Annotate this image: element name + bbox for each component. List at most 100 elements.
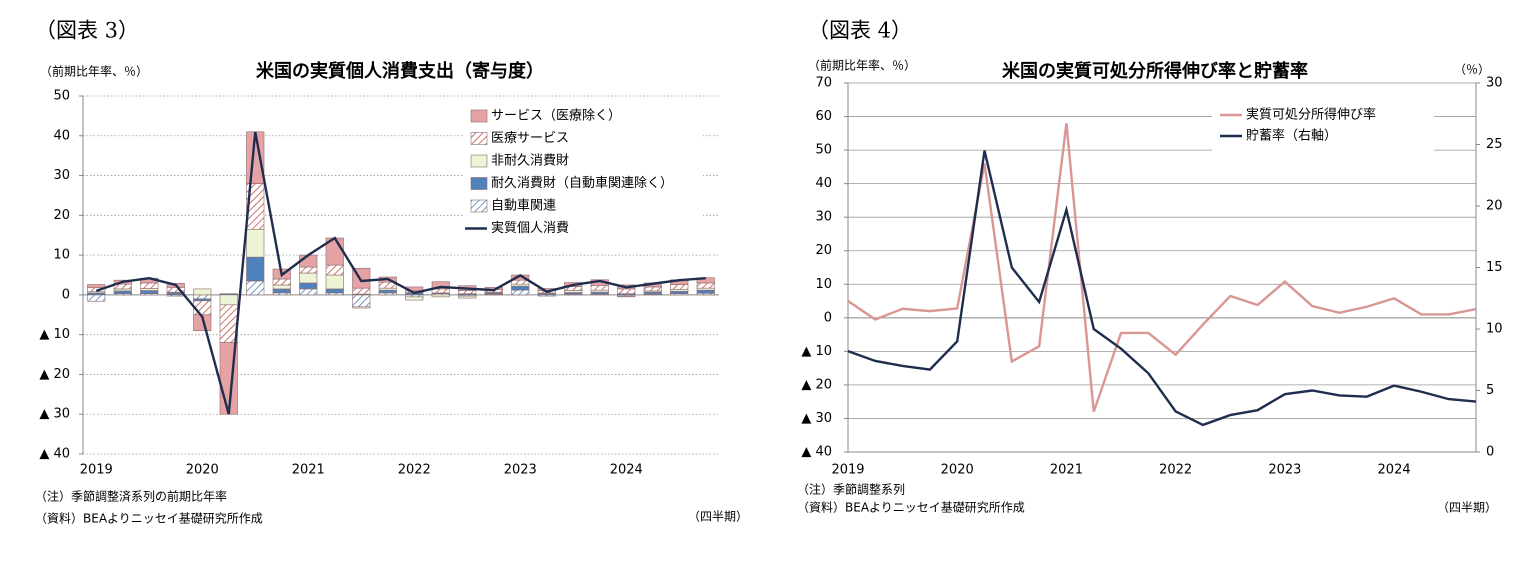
bar-segment [272,278,291,286]
y-tick-label: 20 [53,208,70,223]
bar-segment [87,284,106,289]
bar-segment [617,288,636,294]
bar-segment [431,281,450,290]
y-axis-label: （前期比年率、％） [40,64,148,79]
y-tick-label: 0 [824,310,832,325]
y-tick-label: 50 [53,89,70,104]
bar-segment [670,291,689,294]
bar-segment [696,282,715,289]
bar-segment [246,256,265,282]
y-tick-label: ▲ 20 [801,377,832,392]
bar-segment [299,272,318,284]
y-tick-label: ▲ 40 [801,445,832,460]
bar-segment [272,284,291,290]
y-tick-label: ▲ 10 [39,327,70,342]
bar-segment [696,289,715,294]
x-tick-label: 2024 [610,463,643,478]
y-tick-label: 50 [815,143,832,158]
legend-label: 貯蓄率（右軸） [1246,128,1337,144]
y-axis-label: （前期比年率、％） [808,58,916,73]
y2-tick-label: 20 [1486,199,1503,214]
chart-title: 米国の実質可処分所得伸び率と貯蓄率 [1002,60,1308,82]
note: （資料）BEAよりニッセイ基礎研究所作成 [35,511,263,526]
bar-segment [299,282,318,290]
bar-segment [272,288,291,294]
y2-tick-label: 5 [1486,383,1494,398]
y2-tick-label: 25 [1486,137,1503,152]
bar-segment [458,295,477,299]
y2-tick-label: 30 [1486,76,1503,91]
y-tick-label: 60 [815,109,832,124]
bar-segment [378,289,397,294]
bar-segment [511,289,530,296]
bar-segment [246,280,265,296]
x-tick-label: 2020 [186,463,219,478]
bar-segment [193,294,212,300]
y-tick-label: ▲ 30 [801,411,832,426]
bar-segment [590,285,609,291]
legend-label: 耐久消費財（自動車関連除く） [491,176,673,191]
bar-segment [193,314,212,331]
series-line [847,150,1477,427]
y-tick-label: 10 [815,277,832,292]
bar-segment [405,296,424,301]
bar-segment [325,274,344,290]
x-tick-label: 2021 [292,463,325,478]
legend-box [1212,105,1434,151]
bar-segment [325,264,344,276]
x-axis-label: （四半期） [688,510,748,524]
bar-segment [246,228,265,258]
y-tick-label: 30 [815,210,832,225]
y-tick-label: 10 [53,248,70,263]
legend-label: 非耐久消費財 [491,154,569,169]
x-tick-label: 2023 [504,463,537,478]
y-tick-label: 40 [815,176,832,191]
bar-segment [511,279,530,285]
x-tick-label: 2024 [1378,463,1411,478]
x-tick-label: 2019 [831,463,864,478]
y-tick-label: 40 [53,128,70,143]
legend-label: 実質可処分所得伸び率 [1246,107,1376,123]
x-tick-label: 2020 [941,463,974,478]
legend-label: 実質個人消費 [491,220,569,236]
bar-segment [352,294,371,308]
y-tick-label: 30 [53,168,70,183]
series-line [95,131,706,415]
note: （注）季節調整済系列の前期比年率 [35,489,227,504]
bar-segment [299,266,318,274]
bar-segment [325,288,344,294]
y2-axis-label: （％） [1454,63,1490,77]
note: （注）季節調整系列 [797,482,905,497]
bar-segment [193,288,212,296]
y-tick-label: ▲ 10 [801,344,832,359]
figure-label: （図表 4） [808,19,912,43]
legend-label: 医療サービス [491,131,569,146]
bar-segment [299,288,318,296]
x-tick-label: 2022 [1159,463,1192,478]
bar-segment [643,286,662,292]
legend-swatch [470,132,488,145]
x-tick-label: 2023 [1268,463,1301,478]
y2-tick-label: 0 [1486,445,1494,460]
chart-title: 米国の実質個人消費支出（寄与度） [256,60,544,82]
y-tick-label: ▲ 20 [39,367,70,382]
legend-label: 自動車関連 [491,199,556,214]
x-tick-label: 2019 [80,463,113,478]
bar-segment [458,290,477,294]
bar-segment [511,285,530,291]
y-tick-label: ▲ 30 [39,407,70,422]
legend-swatch [470,199,488,213]
bar-segment [113,290,132,294]
y-tick-label: ▲ 40 [39,447,70,462]
bar-segment [219,294,238,306]
bar-segment [140,290,159,294]
bar-segment [617,295,636,298]
legend-box [463,106,703,242]
note: （資料）BEAよりニッセイ基礎研究所作成 [797,500,1025,515]
x-tick-label: 2022 [398,463,431,478]
series-line [847,123,1477,413]
y2-tick-label: 10 [1486,322,1503,337]
y2-tick-label: 15 [1486,260,1503,275]
figure-label: （図表 3） [35,19,139,43]
